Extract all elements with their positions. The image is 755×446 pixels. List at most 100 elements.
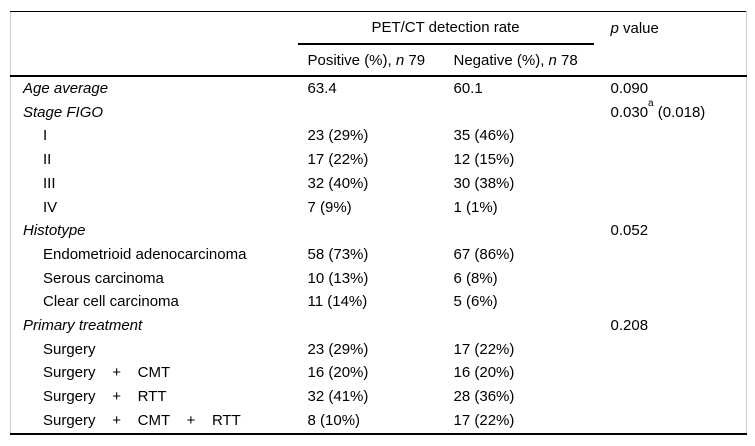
table-body: Age average 63.4 60.1 0.090 Stage FIGO 0…	[11, 76, 747, 434]
results-table: PET/CT detection rate p value Positive (…	[10, 11, 747, 435]
row-label: IV	[43, 198, 58, 216]
negative-header-text: Negative (%),	[453, 51, 549, 69]
p-value-cell	[594, 409, 747, 434]
positive-cell: 11 (14%)	[307, 293, 368, 311]
positive-cell: 32 (40%)	[307, 174, 369, 192]
p-value-cell	[594, 385, 747, 409]
positive-cell: 23 (29%)	[307, 127, 369, 145]
p-value-cell	[594, 361, 747, 385]
p-value-cell	[594, 196, 747, 220]
positive-cell: 8 (10%)	[307, 411, 361, 429]
p-value-text: 0.030	[610, 103, 649, 121]
group-header-label: PET/CT detection rate	[371, 19, 520, 36]
p-value-cell: 0.052	[610, 222, 649, 240]
negative-cell: 16 (20%)	[453, 364, 515, 382]
positive-cell: 23 (29%)	[307, 340, 369, 358]
table-row: Endometrioid adenocarcinoma 58 (73%) 67 …	[11, 243, 747, 267]
table-header: PET/CT detection rate p value Positive (…	[10, 11, 747, 76]
negative-cell: 60.1	[453, 80, 483, 97]
positive-header-count: 79	[404, 51, 426, 69]
negative-cell	[444, 101, 594, 125]
negative-cell	[444, 219, 594, 243]
row-label: Clear cell carcinoma	[43, 293, 179, 311]
positive-cell	[298, 101, 444, 125]
row-label: Serous carcinoma	[43, 269, 164, 287]
p-value-cell: 0.090	[610, 80, 649, 97]
positive-cell: 17 (22%)	[307, 151, 369, 169]
negative-cell: 30 (38%)	[453, 174, 515, 192]
negative-cell: 28 (36%)	[453, 388, 515, 406]
results-table-container: PET/CT detection rate p value Positive (…	[10, 11, 747, 435]
p-value-cell	[594, 148, 747, 172]
positive-cell: 32 (41%)	[307, 388, 369, 406]
header-empty-cell	[11, 12, 298, 45]
row-label: Histotype	[23, 222, 86, 240]
header-empty-cell	[594, 44, 747, 76]
p-value-cell	[594, 338, 747, 362]
row-label: Surgery	[43, 340, 96, 358]
positive-cell: 63.4	[307, 80, 337, 97]
negative-column-header: Negative (%), n 78	[444, 44, 594, 76]
row-label: Surgery + CMT + RTT	[43, 411, 241, 429]
negative-cell: 35 (46%)	[453, 127, 515, 145]
negative-cell: 6 (8%)	[453, 269, 498, 287]
p-value-cell	[594, 290, 747, 314]
table-row: Serous carcinoma 10 (13%) 6 (8%)	[11, 267, 747, 291]
row-label: Stage FIGO	[23, 103, 104, 121]
table-row: Stage FIGO 0.030a (0.018)	[11, 97, 747, 125]
header-sub-row: Positive (%), n 79 Negative (%), n 78	[11, 44, 747, 76]
row-label: Surgery + RTT	[43, 388, 167, 406]
group-header: PET/CT detection rate	[297, 11, 594, 45]
row-label: Surgery + CMT	[43, 364, 171, 382]
p-value-header: p value	[594, 12, 747, 45]
table-row: IV 7 (9%) 1 (1%)	[11, 196, 747, 220]
row-label: Primary treatment	[23, 317, 143, 335]
row-label: II	[43, 151, 52, 169]
negative-cell: 1 (1%)	[453, 198, 498, 216]
header-group-row: PET/CT detection rate p value	[11, 11, 747, 45]
p-rest: value	[618, 19, 659, 37]
negative-cell	[444, 314, 594, 338]
p-value-tail: (0.018)	[653, 103, 706, 121]
table-row: Surgery + CMT 16 (20%) 16 (20%)	[11, 361, 747, 385]
p-value-cell	[594, 243, 747, 267]
positive-cell: 10 (13%)	[307, 269, 369, 287]
positive-cell: 16 (20%)	[307, 364, 369, 382]
table-row: I 23 (29%) 35 (46%)	[11, 124, 747, 148]
row-label: Age average	[23, 80, 109, 97]
negative-cell: 17 (22%)	[453, 340, 515, 358]
table-row: Histotype 0.052	[11, 219, 747, 243]
row-label: III	[43, 174, 56, 192]
n-italic: n	[548, 51, 557, 69]
positive-cell	[298, 314, 444, 338]
table-row: Surgery + CMT + RTT 8 (10%) 17 (22%)	[11, 409, 747, 434]
p-value-cell	[594, 172, 747, 196]
table-row: Surgery 23 (29%) 17 (22%)	[11, 338, 747, 362]
negative-cell: 67 (86%)	[453, 245, 515, 263]
p-italic: p	[610, 19, 619, 37]
p-value-cell	[594, 124, 747, 148]
negative-header-count: 78	[556, 51, 578, 69]
positive-header-text: Positive (%),	[307, 51, 396, 69]
row-label: I	[43, 127, 48, 145]
positive-cell: 7 (9%)	[307, 198, 352, 216]
row-label: Endometrioid adenocarcinoma	[43, 245, 247, 263]
positive-cell: 58 (73%)	[307, 245, 369, 263]
table-row: II 17 (22%) 12 (15%)	[11, 148, 747, 172]
header-empty-cell	[11, 44, 298, 76]
table-row: Primary treatment 0.208	[11, 314, 747, 338]
table-row: Clear cell carcinoma 11 (14%) 5 (6%)	[11, 290, 747, 314]
footnote-marker: a	[648, 97, 654, 109]
table-row: III 32 (40%) 30 (38%)	[11, 172, 747, 196]
n-italic: n	[395, 51, 405, 69]
positive-cell	[298, 219, 444, 243]
negative-cell: 17 (22%)	[453, 411, 515, 429]
p-value-cell: 0.208	[610, 317, 649, 335]
p-value-cell	[594, 267, 747, 291]
p-value-cell: 0.030a (0.018)	[594, 97, 747, 125]
negative-cell: 12 (15%)	[453, 151, 515, 169]
table-row: Surgery + RTT 32 (41%) 28 (36%)	[11, 385, 747, 409]
negative-cell: 5 (6%)	[453, 293, 498, 311]
positive-column-header: Positive (%), n 79	[298, 44, 444, 76]
table-row: Age average 63.4 60.1 0.090	[11, 76, 747, 101]
